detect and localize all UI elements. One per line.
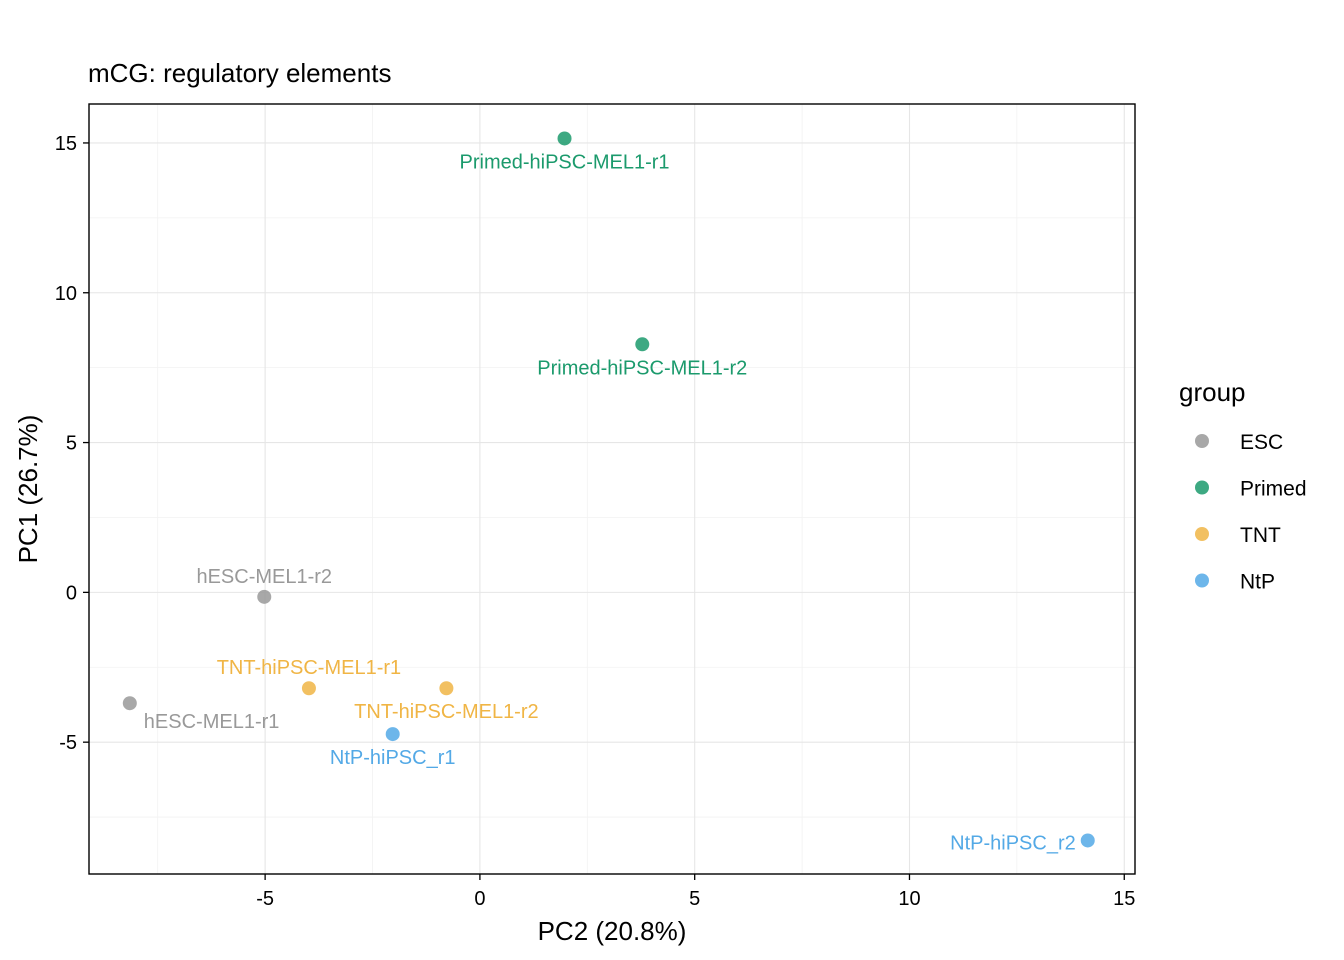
legend-title: group xyxy=(1179,377,1246,407)
data-point xyxy=(1080,833,1095,848)
x-tick-label: 10 xyxy=(898,888,920,910)
point-label: TNT-hiPSC-MEL1-r1 xyxy=(217,657,401,679)
data-point xyxy=(557,131,572,146)
point-labels: Primed-hiPSC-MEL1-r1 Primed-hiPSC-MEL1-r2… xyxy=(144,151,1076,854)
point-label: NtP-hiPSC_r1 xyxy=(330,747,456,769)
gridlines xyxy=(89,104,1135,874)
point-label: hESC-MEL1-r1 xyxy=(144,711,280,733)
y-tick-label: -5 xyxy=(59,732,77,754)
y-tick-label: 5 xyxy=(66,433,77,455)
data-point xyxy=(385,727,400,742)
legend-key-ntp xyxy=(1195,573,1209,588)
x-tick-label: 0 xyxy=(474,888,485,910)
legend-label-primed: Primed xyxy=(1240,478,1307,501)
legend-label-ntp: NtP xyxy=(1240,571,1275,594)
x-tick-label: 5 xyxy=(689,888,700,910)
legend: group ESC Primed TNT NtP xyxy=(1179,377,1307,594)
data-point xyxy=(257,589,272,604)
data-point xyxy=(635,337,650,352)
y-tick-label: 0 xyxy=(66,582,77,604)
point-label: hESC-MEL1-r2 xyxy=(196,566,332,588)
legend-label-esc: ESC xyxy=(1240,431,1283,454)
data-point xyxy=(439,681,454,696)
y-tick-label: 15 xyxy=(55,133,77,155)
data-points xyxy=(122,131,1095,848)
x-tick-label: -5 xyxy=(256,888,274,910)
legend-key-esc xyxy=(1195,434,1209,448)
x-tick-label: 15 xyxy=(1113,888,1135,910)
axis-ticks: -5 0 5 10 15 -5 0 5 10 15 xyxy=(55,133,1136,910)
y-tick-label: 10 xyxy=(55,283,77,305)
legend-key-tnt xyxy=(1195,527,1209,541)
y-axis-title: PC1 (26.7%) xyxy=(13,415,43,564)
x-axis-title: PC2 (20.8%) xyxy=(538,916,687,946)
data-point xyxy=(301,681,316,696)
point-label: TNT-hiPSC-MEL1-r2 xyxy=(354,701,538,723)
point-label: Primed-hiPSC-MEL1-r2 xyxy=(537,357,747,379)
legend-key-primed xyxy=(1195,480,1209,495)
chart-title: mCG: regulatory elements xyxy=(88,58,391,88)
point-label: Primed-hiPSC-MEL1-r1 xyxy=(460,151,670,173)
plot-panel-border xyxy=(88,103,1136,875)
legend-label-tnt: TNT xyxy=(1240,524,1281,547)
data-point xyxy=(122,696,137,711)
point-label: NtP-hiPSC_r2 xyxy=(950,832,1076,854)
